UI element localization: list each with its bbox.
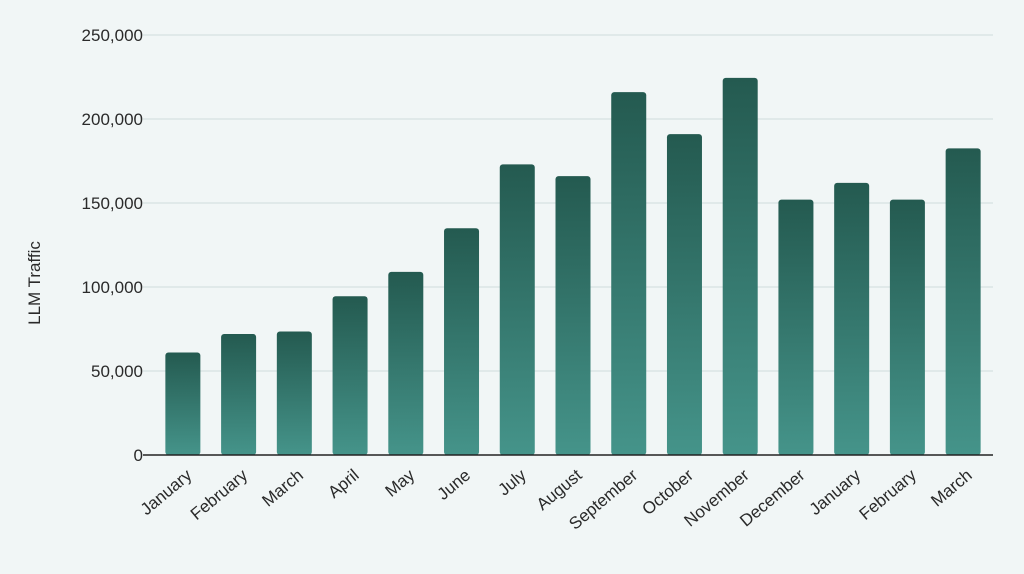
- bar-11: [722, 77, 758, 455]
- bar-4: [332, 296, 368, 455]
- y-tick-label: 50,000: [91, 362, 143, 381]
- y-tick-label: 200,000: [82, 110, 143, 129]
- bar-12: [778, 199, 814, 455]
- x-tick-label: February: [856, 465, 921, 524]
- y-tick-label: 150,000: [82, 194, 143, 213]
- x-tick-label: April: [324, 466, 362, 502]
- bars: [165, 77, 981, 456]
- bar-6: [444, 228, 480, 455]
- y-axis-ticks: 0 50,000 100,000 150,000 200,000 250,000: [82, 26, 143, 465]
- bar-7: [499, 164, 535, 456]
- bar-5: [388, 271, 424, 455]
- x-tick-label: June: [434, 466, 474, 504]
- x-tick-label: July: [494, 465, 530, 499]
- x-tick-label: March: [259, 466, 307, 511]
- bar-14: [889, 199, 925, 455]
- x-tick-label: May: [382, 465, 419, 501]
- y-tick-label: 0: [134, 446, 143, 465]
- y-axis-title: LLM Traffic: [25, 241, 44, 325]
- x-tick-label: February: [187, 465, 252, 524]
- bar-1: [165, 352, 201, 455]
- bar-8: [555, 176, 591, 455]
- x-tick-label: August: [533, 465, 586, 514]
- bar-3: [276, 331, 312, 455]
- bar-9: [611, 92, 647, 456]
- y-tick-label: 100,000: [82, 278, 143, 297]
- y-tick-label: 250,000: [82, 26, 143, 45]
- bar-10: [666, 134, 702, 455]
- bar-2: [221, 334, 257, 455]
- x-tick-label: March: [927, 466, 975, 511]
- bar-13: [834, 182, 870, 455]
- bar-15: [945, 148, 981, 455]
